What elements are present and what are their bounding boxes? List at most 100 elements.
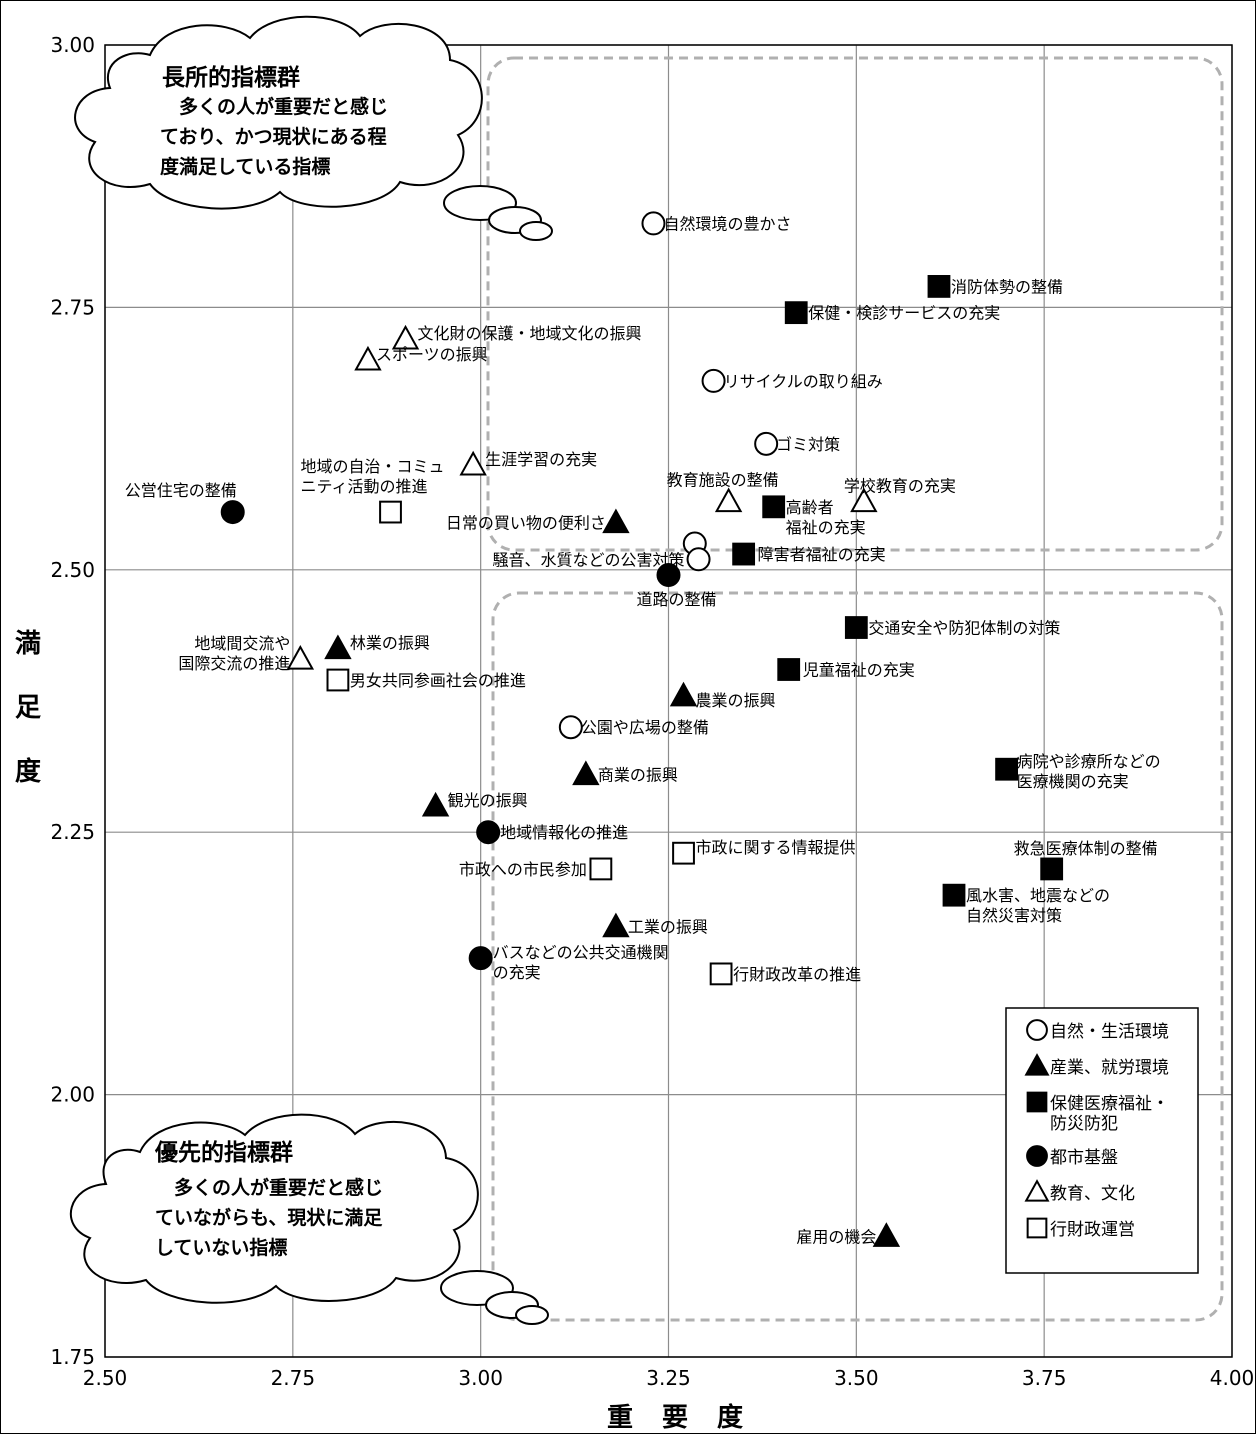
callout-line: 多くの人が重要だと感じ [155, 1176, 383, 1199]
data-point: 障害者福祉の充実 [732, 542, 886, 566]
point-label: 学校教育の充実 [844, 477, 956, 496]
data-point: 教育施設の整備 [667, 471, 779, 513]
point-label: 男女共同参画社会の推進 [350, 671, 526, 690]
point-label: 騒音、水質などの公害対策 [493, 550, 685, 569]
series-0: 自然環境の豊かさリサイクルの取り組みゴミ対策騒音、水質などの公害対策公園や広場の… [493, 211, 883, 740]
legend-label: 産業、就労環境 [1050, 1058, 1169, 1078]
data-point: 高齢者福祉の充実 [762, 495, 866, 537]
point-label: 工業の振興 [628, 918, 708, 937]
marker-shape [714, 487, 743, 513]
point-label: 林業の振興 [350, 634, 430, 653]
y-axis-title-char: 足 [15, 693, 41, 723]
point-label: 病院や診療所などの医療機関の充実 [1017, 752, 1161, 791]
marker-shape [589, 857, 613, 881]
data-point: 雇用の機会 [796, 1222, 901, 1247]
marker-shape [1026, 1091, 1048, 1113]
marker-shape [1024, 1179, 1050, 1202]
series-2: 消防体勢の整備保健・検診サービスの充実高齢者福祉の充実障害者福祉の充実交通安全や… [732, 275, 1161, 925]
point-label: 風水害、地震などの自然災害対策 [966, 886, 1110, 925]
marker-shape [1040, 857, 1064, 881]
x-tick-label: 2.75 [271, 1366, 316, 1390]
point-label: 市政への市民参加 [459, 860, 587, 879]
callout-line: ていながらも、現状に満足 [155, 1206, 383, 1229]
data-point: 生涯学習の充実 [459, 450, 597, 476]
data-point: 商業の振興 [572, 760, 678, 786]
point-label: スポーツの振興 [376, 345, 488, 364]
data-point: 自然環境の豊かさ [641, 211, 791, 236]
data-point: 観光の振興 [421, 791, 528, 817]
marker-shape [709, 962, 733, 986]
marker-shape [784, 301, 808, 325]
point-label: 公園や広場の整備 [581, 718, 709, 737]
x-tick-label: 3.00 [458, 1366, 503, 1390]
marker-shape [754, 431, 779, 456]
data-point: 男女共同参画社会の推進 [326, 668, 526, 692]
marker-shape [220, 500, 245, 525]
x-tick-label: 2.50 [83, 1366, 128, 1390]
legend-item: 産業、就労環境 [1024, 1053, 1169, 1078]
marker-shape [844, 616, 868, 639]
marker-shape [927, 275, 951, 298]
data-point: スポーツの振興 [354, 345, 488, 371]
data-point: バスなどの公共交通機関の充実 [468, 943, 669, 982]
marker-shape [558, 715, 583, 740]
marker-shape [421, 791, 450, 817]
point-label: 生涯学習の充実 [485, 450, 597, 469]
data-point: 工業の振興 [602, 912, 708, 938]
marker-shape [379, 500, 402, 524]
legend-item: 保健医療福祉・防災防犯 [1026, 1091, 1169, 1134]
x-tick-label: 3.25 [646, 1366, 691, 1390]
marker-shape [850, 487, 878, 513]
data-point: 交通安全や防犯体制の対策 [844, 616, 1060, 639]
data-point: 児童福祉の充実 [777, 658, 915, 681]
legend-label: 自然・生活環境 [1050, 1022, 1169, 1042]
point-label: 行財政改革の推進 [733, 965, 861, 984]
legend-item: 行財政運営 [1026, 1217, 1135, 1240]
data-point: 市政への市民参加 [459, 857, 613, 881]
marker-shape [872, 1222, 901, 1247]
marker-shape [942, 883, 966, 907]
data-point: 風水害、地震などの自然災害対策 [942, 883, 1110, 925]
legend-label: 保健医療福祉・防災防犯 [1050, 1094, 1169, 1134]
y-axis-title: 満足度 [15, 629, 41, 787]
cloud-shape [74, 15, 483, 210]
callout-line: していない指標 [155, 1236, 287, 1259]
marker-shape [476, 820, 501, 845]
point-label: 自然環境の豊かさ [663, 214, 791, 233]
data-point: 病院や診療所などの医療機関の充実 [995, 752, 1161, 791]
marker-shape [995, 757, 1019, 781]
thought-bubble [515, 1305, 549, 1325]
point-label: 観光の振興 [448, 791, 528, 810]
marker-shape [1026, 1145, 1048, 1167]
marker-shape [354, 345, 382, 371]
data-point: 道路の整備 [637, 563, 717, 609]
legend-item: 都市基盤 [1026, 1145, 1118, 1168]
data-point: 公営住宅の整備 [125, 481, 245, 525]
callout-title: 優先的指標群 [154, 1139, 293, 1166]
point-label: 地域間交流や国際交流の推進 [178, 634, 290, 673]
y-tick-label: 1.75 [50, 1345, 95, 1369]
data-point: 保健・検診サービスの充実 [784, 301, 1000, 325]
point-label: 救急医療体制の整備 [1014, 839, 1158, 858]
marker-shape [602, 912, 630, 938]
point-label: バスなどの公共交通機関の充実 [493, 943, 669, 982]
data-point: リサイクルの取り組み [701, 368, 883, 393]
marker-shape [459, 450, 487, 476]
callout-priorities: 優先的指標群 多くの人が重要だと感じ ていながらも、現状に満足 していない指標 [70, 1113, 549, 1325]
marker-shape [1024, 1053, 1050, 1076]
y-tick-label: 2.75 [50, 295, 95, 319]
data-point: 林業の振興 [324, 634, 430, 660]
point-label: 日常の買い物の便利さ [446, 514, 606, 533]
axis-ticks: 2.50 2.75 3.00 3.25 3.50 3.75 4.00 1.75 2.00 2.25… [50, 33, 1254, 1390]
legend-label: 教育、文化 [1050, 1184, 1135, 1204]
marker-shape [641, 211, 666, 236]
cloud-shape [70, 1113, 479, 1304]
x-tick-label: 3.50 [834, 1366, 879, 1390]
marker-shape [1026, 1019, 1048, 1041]
data-point: 市政に関する情報提供 [672, 838, 856, 865]
y-tick-label: 2.25 [50, 820, 95, 844]
legend-label: 行財政運営 [1050, 1220, 1135, 1240]
x-tick-label: 4.00 [1210, 1366, 1255, 1390]
